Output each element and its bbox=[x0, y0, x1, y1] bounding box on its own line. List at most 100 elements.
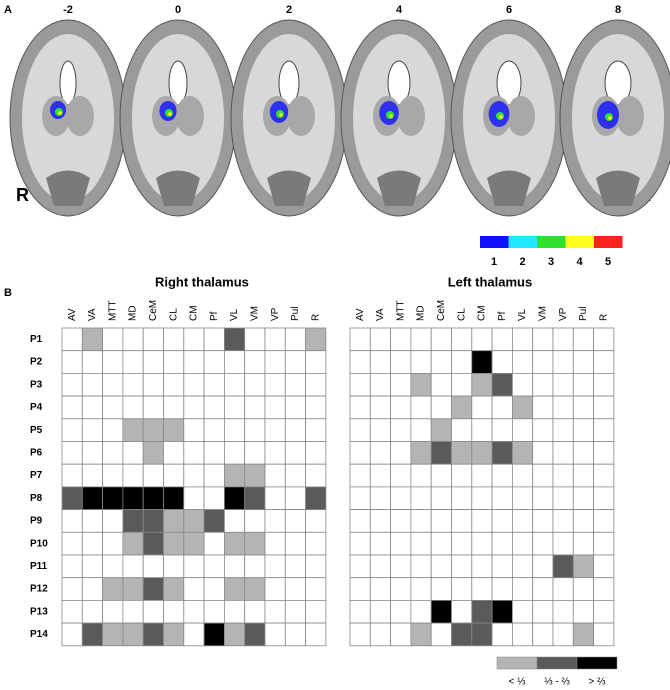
grid-cell bbox=[223, 554, 246, 579]
grid-cell bbox=[102, 577, 124, 601]
grid-cell bbox=[532, 327, 554, 352]
grid-cell bbox=[593, 531, 615, 556]
ventricle bbox=[604, 60, 632, 106]
grid-cell bbox=[203, 509, 225, 533]
grid-cell bbox=[430, 327, 452, 352]
column-header: VM bbox=[249, 306, 260, 321]
cerebellum bbox=[377, 170, 421, 206]
grid-cell bbox=[284, 486, 306, 510]
column-header: VA bbox=[87, 308, 98, 321]
grid-cell bbox=[532, 486, 554, 510]
column-header: AV bbox=[67, 308, 78, 321]
grid-cell bbox=[552, 395, 574, 420]
grid-cell bbox=[369, 577, 391, 601]
grid-cell bbox=[163, 577, 185, 601]
grid-cell bbox=[430, 395, 452, 420]
column-header: MD bbox=[128, 305, 139, 321]
grid-cell bbox=[61, 463, 83, 488]
grid-cell bbox=[512, 509, 534, 533]
grid-cell bbox=[552, 441, 574, 465]
grid-cell bbox=[532, 395, 554, 420]
grid-cell bbox=[244, 372, 266, 397]
grid-cell bbox=[264, 350, 286, 374]
grid-cell bbox=[122, 350, 144, 374]
grid-cell bbox=[102, 372, 124, 397]
grid-cell bbox=[163, 350, 185, 374]
grid-cell bbox=[390, 486, 412, 510]
grid-cell bbox=[183, 577, 205, 601]
grid-cell bbox=[305, 350, 327, 374]
column-header: MTT bbox=[395, 300, 406, 321]
grid-cell bbox=[390, 418, 412, 442]
grid-cell bbox=[203, 554, 225, 579]
grid-cell bbox=[572, 509, 594, 533]
grid-cell bbox=[284, 509, 306, 533]
grid-cell bbox=[61, 441, 83, 465]
slice-label: 8 bbox=[615, 4, 621, 16]
grid-cell bbox=[284, 395, 306, 420]
grid-cell bbox=[512, 327, 534, 352]
ventricle bbox=[496, 60, 522, 106]
grid-cell bbox=[223, 509, 246, 533]
column-header: Pf bbox=[209, 311, 220, 321]
column-header: Pul bbox=[578, 307, 589, 321]
grid-cell bbox=[223, 486, 246, 510]
column-header: VM bbox=[537, 306, 548, 321]
row-label: P12 bbox=[30, 584, 48, 595]
grid-cell bbox=[61, 554, 83, 579]
grid-cell bbox=[142, 486, 164, 510]
grid-cell bbox=[163, 622, 185, 647]
grid-cell bbox=[183, 531, 205, 556]
grid-cell bbox=[532, 531, 554, 556]
cerebellum bbox=[156, 170, 200, 206]
grid-cell bbox=[102, 600, 124, 624]
grid-cell bbox=[244, 531, 266, 556]
grid-cell bbox=[451, 418, 473, 442]
grid-cell bbox=[572, 327, 594, 352]
grid-cell bbox=[61, 372, 83, 397]
grid-cell bbox=[81, 350, 104, 374]
column-header: R bbox=[310, 314, 321, 321]
column-header: CeM bbox=[436, 300, 447, 321]
grid-cell bbox=[512, 441, 534, 465]
cerebellum bbox=[46, 170, 90, 206]
legend-label: ⅓ - ⅔ bbox=[544, 677, 570, 688]
grid-cell bbox=[244, 600, 266, 624]
row-label: P1 bbox=[30, 334, 43, 345]
grid-cell bbox=[410, 509, 432, 533]
grid-cell bbox=[81, 463, 104, 488]
row-label: P5 bbox=[30, 425, 43, 436]
grid-cell bbox=[142, 509, 164, 533]
grid-cell bbox=[552, 554, 574, 579]
grid-cell bbox=[305, 327, 327, 352]
grid-cell bbox=[532, 577, 554, 601]
grid-cell bbox=[593, 622, 615, 647]
grid-cell bbox=[593, 486, 615, 510]
grid-cell bbox=[142, 554, 164, 579]
scale-swatch bbox=[537, 236, 566, 248]
grid-cell bbox=[369, 554, 391, 579]
row-label: P4 bbox=[30, 402, 43, 413]
grid-cell bbox=[203, 622, 225, 647]
grid-cell bbox=[430, 350, 452, 374]
column-header: Pf bbox=[497, 311, 508, 321]
grid-cell bbox=[142, 463, 164, 488]
grid-cell bbox=[451, 350, 473, 374]
grid-cell bbox=[349, 600, 371, 624]
grid-cell bbox=[203, 327, 225, 352]
panel-label: A bbox=[4, 4, 12, 16]
grid-cell bbox=[349, 372, 371, 397]
grid-cell bbox=[349, 350, 371, 374]
grid-cell bbox=[430, 372, 452, 397]
grid-cell bbox=[572, 441, 594, 465]
grid-cell bbox=[430, 622, 452, 647]
scale-swatch bbox=[594, 236, 623, 248]
grid-cell bbox=[430, 418, 452, 442]
grid-cell bbox=[512, 395, 534, 420]
grid-cell bbox=[430, 463, 452, 488]
grid-cell bbox=[305, 577, 327, 601]
grid-cell bbox=[122, 418, 144, 442]
grid-cell bbox=[223, 577, 246, 601]
table-title: Right thalamus bbox=[155, 274, 249, 289]
grid-cell bbox=[264, 395, 286, 420]
